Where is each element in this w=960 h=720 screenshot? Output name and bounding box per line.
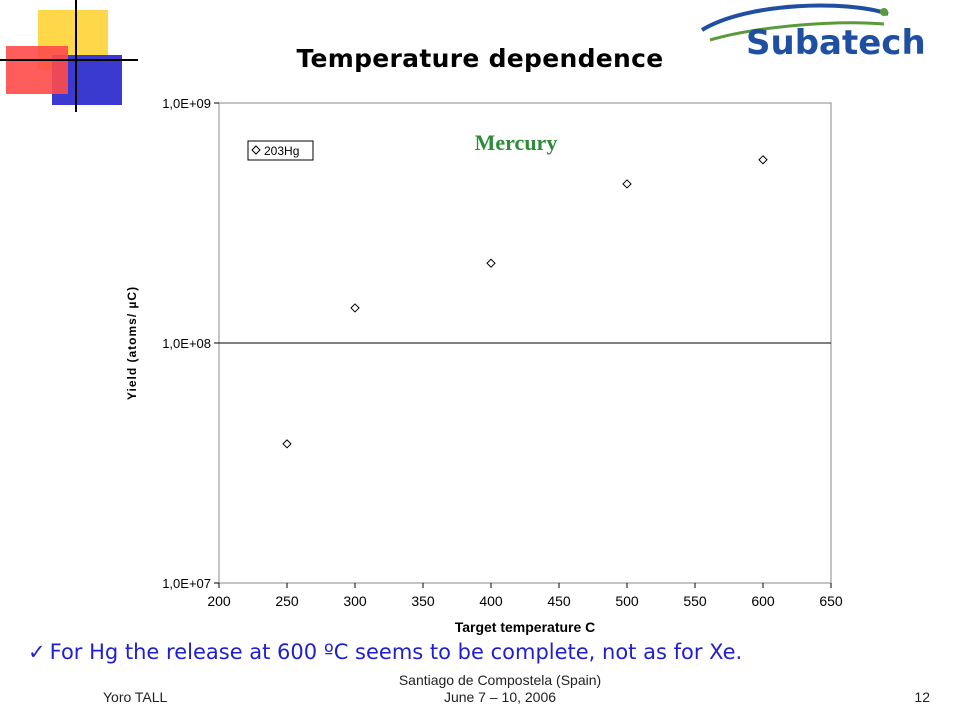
y-axis-label: Yield (atoms/ µC) bbox=[125, 286, 139, 400]
x-tick-label: 350 bbox=[411, 593, 435, 609]
x-tick-label: 550 bbox=[683, 593, 707, 609]
x-tick-label: 600 bbox=[751, 593, 775, 609]
bullet-text: For Hg the release at 600 ºC seems to be… bbox=[49, 640, 743, 664]
legend-box bbox=[247, 140, 314, 161]
footer-venue: Santiago de Compostela (Spain) June 7 – … bbox=[380, 672, 620, 706]
logo-dot bbox=[880, 8, 888, 16]
subatech-logo: Subatech bbox=[700, 3, 926, 63]
y-tick-label: 1,0E+07 bbox=[162, 576, 211, 591]
yield-chart: 200 250 300 350 400 450 500 550 600 650 1,0E+071,… bbox=[125, 96, 843, 635]
y-tick-label: 1,0E+08 bbox=[162, 336, 211, 351]
checkmark-icon: ✓ bbox=[28, 640, 46, 664]
footer-author: Yoro TALL bbox=[103, 689, 168, 705]
bullet-point: ✓ For Hg the release at 600 ºC seems to b… bbox=[28, 640, 742, 664]
logo-text: Subatech bbox=[746, 23, 926, 63]
x-axis-label: Target temperature C bbox=[455, 619, 596, 635]
x-tick-label: 500 bbox=[615, 593, 639, 609]
data-point-203hg bbox=[486, 258, 496, 268]
y-axis-ticks: 1,0E+07 1,0E+08 1,0E+09 bbox=[162, 96, 219, 591]
corner-decoration bbox=[0, 0, 138, 112]
logo-swoosh bbox=[700, 3, 889, 32]
footer-location: Santiago de Compostela (Spain) bbox=[398, 672, 602, 688]
data-points bbox=[282, 155, 768, 449]
data-point-203hg bbox=[350, 303, 360, 313]
x-tick-label: 650 bbox=[819, 593, 843, 609]
x-tick-label: 250 bbox=[275, 593, 299, 609]
legend: 203Hg bbox=[247, 140, 314, 161]
x-axis-ticks: 200 250 300 350 400 450 500 550 600 650 bbox=[207, 583, 843, 609]
chart-annotation-mercury: Mercury bbox=[475, 130, 558, 155]
logo-swoosh-green bbox=[709, 21, 885, 42]
x-tick-label: 200 bbox=[207, 593, 231, 609]
legend-label-203hg: 203Hg bbox=[264, 144, 299, 158]
data-point-203hg bbox=[282, 439, 292, 449]
deco-red-square bbox=[6, 46, 68, 94]
x-tick-label: 450 bbox=[547, 593, 571, 609]
x-tick-label: 400 bbox=[479, 593, 503, 609]
y-tick-label: 1,0E+09 bbox=[162, 96, 211, 111]
footer-date: June 7 – 10, 2006 bbox=[443, 689, 557, 705]
x-tick-label: 300 bbox=[343, 593, 367, 609]
page-number: 12 bbox=[914, 689, 930, 705]
slide-title: Temperature dependence bbox=[296, 44, 664, 73]
data-point-203hg bbox=[758, 155, 768, 165]
data-point-203hg bbox=[622, 179, 632, 189]
legend-marker-diamond bbox=[251, 145, 261, 155]
